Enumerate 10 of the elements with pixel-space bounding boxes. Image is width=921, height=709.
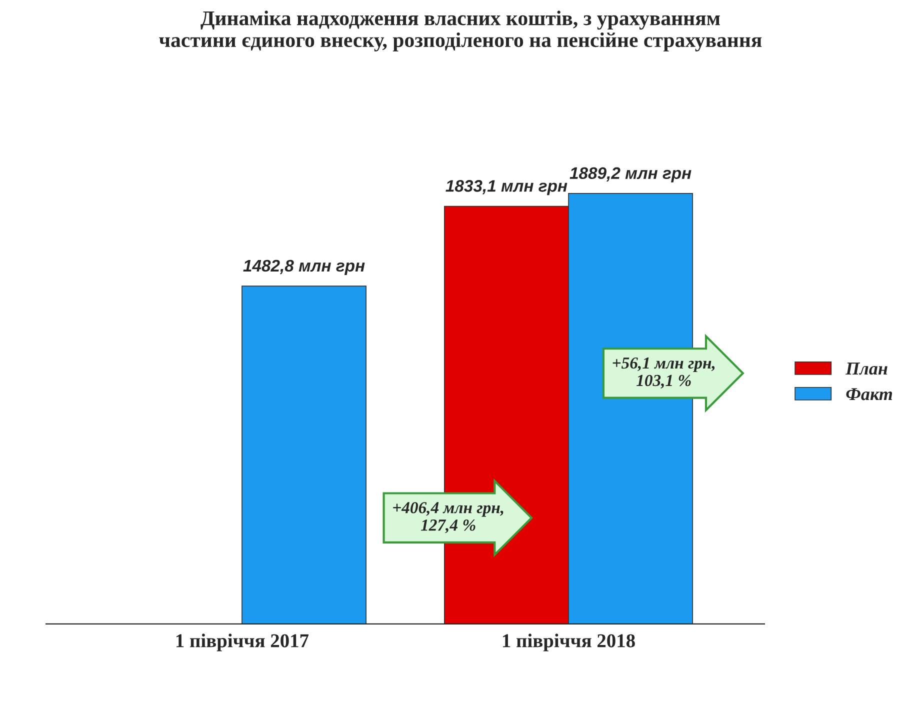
annotation: +406,4 млн грн, 127,4 % xyxy=(393,502,504,534)
annotation: +56,1 млн грн, 103,1 % xyxy=(612,357,715,389)
data-label: 1482,8 млн грн xyxy=(243,260,365,275)
legend-label: Факт xyxy=(846,388,892,400)
x-tick-label: 1 півріччя 2018 xyxy=(503,634,635,652)
x-tick-label: 1 півріччя 2017 xyxy=(176,634,309,652)
chart-title: Динаміка надходження власних коштів, з урахуванням частини єдиного внеску, розподіленого на пенсійне страхування xyxy=(159,10,762,52)
legend-label: План xyxy=(845,362,888,375)
data-label: 1889,2 млн грн xyxy=(570,167,692,182)
data-label: 1833,1 млн грн xyxy=(446,180,568,196)
